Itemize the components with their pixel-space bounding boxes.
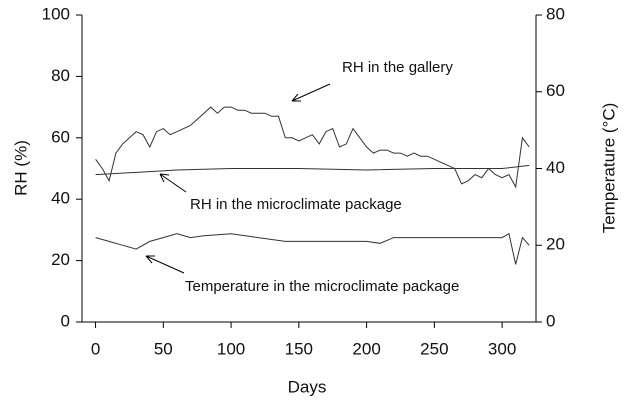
x-tick-label: 0 — [91, 339, 100, 358]
arrow — [291, 83, 331, 102]
x-tick-label: 50 — [154, 339, 173, 358]
x-tick-label: 300 — [488, 339, 516, 358]
x-tick-label: 200 — [352, 339, 380, 358]
x-tick-label: 150 — [285, 339, 313, 358]
y-tick-label: 20 — [51, 250, 70, 269]
y2-axis-label: Temperature (°C) — [599, 103, 618, 234]
y-tick-label: 40 — [51, 189, 70, 208]
y-tick-label: 0 — [61, 311, 70, 330]
y2-tick-label: 20 — [546, 235, 565, 254]
y2-tick-label: 0 — [546, 311, 555, 330]
arrow-head — [145, 255, 155, 264]
data-line — [95, 164, 530, 176]
y-tick-label: 80 — [51, 66, 70, 85]
annotation: RH in the gallery — [342, 59, 453, 76]
x-tick-label: 250 — [420, 339, 448, 358]
y-tick-label: 60 — [51, 127, 70, 146]
arrow-head — [159, 173, 170, 183]
x-axis-label: Days — [288, 377, 327, 396]
arrow — [159, 173, 187, 193]
data-line — [95, 106, 530, 189]
data-line — [95, 232, 530, 265]
y-tick-label: 100 — [42, 4, 70, 23]
y-axis-label: RH (%) — [11, 140, 30, 196]
annotation: Temperature in the microclimate package — [185, 278, 459, 295]
annotation: RH in the microclimate package — [190, 196, 402, 213]
y2-tick-label: 40 — [546, 158, 565, 177]
y2-tick-label: 80 — [546, 4, 565, 23]
arrow — [145, 255, 185, 274]
arrow-head — [291, 93, 301, 102]
x-tick-label: 100 — [217, 339, 245, 358]
y2-tick-label: 60 — [546, 81, 565, 100]
